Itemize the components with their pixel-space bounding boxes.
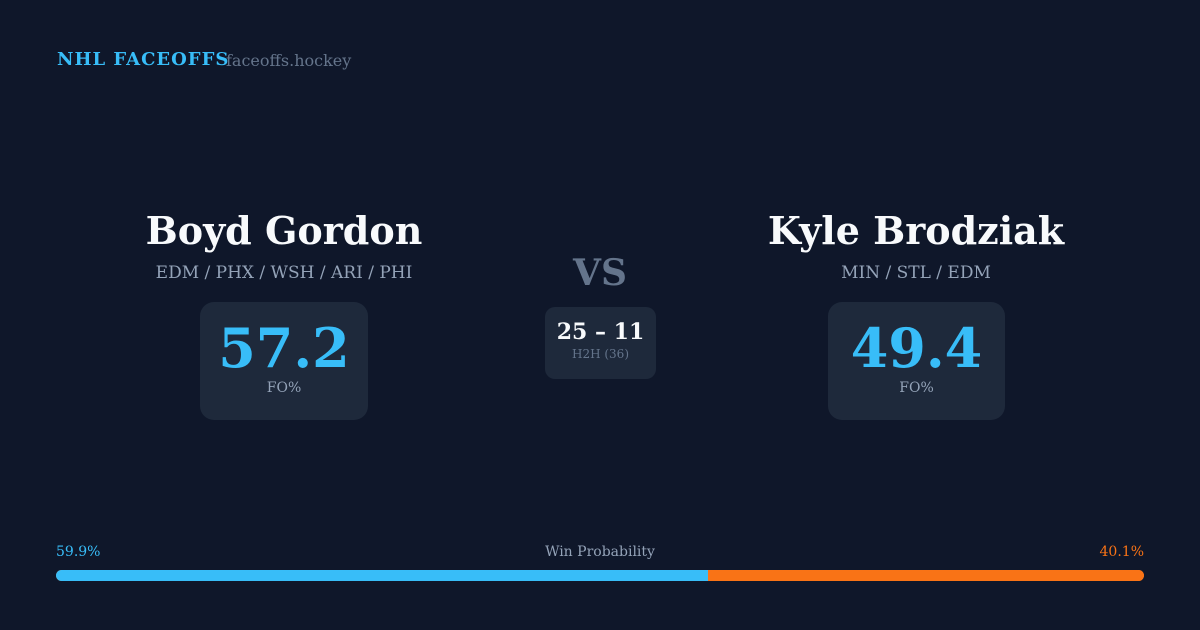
- player1-teams: EDM / PHX / WSH / ARI / PHI: [155, 263, 413, 283]
- win-prob-bar: [56, 570, 1144, 581]
- player1-fo-pct: 57.2: [218, 316, 350, 380]
- win-prob-label: Win Probability: [545, 544, 655, 560]
- player1-fo-card: 57.2 FO%: [200, 302, 368, 420]
- brand-title: NHL FACEOFFS: [57, 49, 230, 70]
- h2h-label: H2H (36): [571, 347, 629, 361]
- p1-win-prob: 59.9%: [56, 544, 101, 560]
- vs-label: VS: [573, 252, 627, 294]
- player2-fo-card: 49.4 FO%: [828, 302, 1005, 420]
- player1-fo-label: FO%: [266, 380, 302, 396]
- player2-fo-label: FO%: [899, 380, 934, 396]
- win-prob-bar-p2: [707, 570, 1144, 581]
- site-url[interactable]: faceoffs.hockey: [226, 51, 352, 70]
- player2-fo-pct: 49.4: [850, 316, 983, 380]
- player2-teams: MIN / STL / EDM: [841, 263, 991, 283]
- win-prob-bar-p1: [56, 570, 708, 581]
- player2-info: Kyle Brodziak MIN / STL / EDM: [716, 205, 1116, 283]
- p2-win-prob: 40.1%: [1099, 544, 1144, 560]
- player2-name: Kyle Brodziak: [767, 208, 1065, 253]
- h2h-score: 25 – 11: [556, 319, 645, 345]
- player1-info: Boyd Gordon EDM / PHX / WSH / ARI / PHI: [84, 205, 484, 283]
- h2h-card: 25 – 11 H2H (36): [545, 307, 656, 379]
- player1-name: Boyd Gordon: [145, 208, 423, 253]
